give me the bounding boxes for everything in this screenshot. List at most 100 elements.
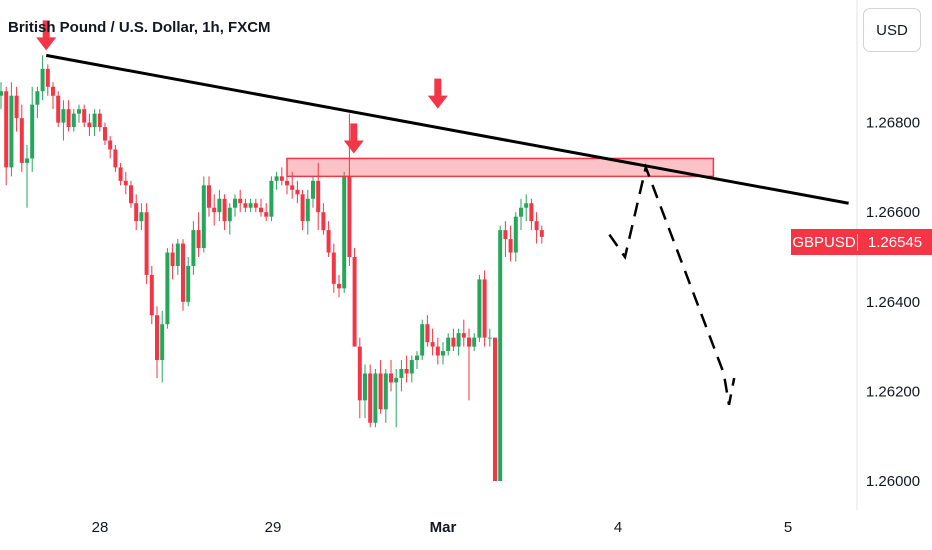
last-price-value: 1.26545 bbox=[867, 233, 923, 251]
candle-body bbox=[482, 279, 487, 338]
candle bbox=[441, 342, 445, 365]
candle-body bbox=[212, 207, 217, 213]
last-price-label: GBPUSD 1.26545 bbox=[791, 229, 932, 255]
candle-body bbox=[394, 377, 399, 383]
candle bbox=[456, 328, 461, 356]
candle-body bbox=[331, 252, 336, 284]
candle-body bbox=[259, 207, 263, 213]
candle bbox=[534, 212, 539, 244]
last-price-symbol: GBPUSD bbox=[791, 233, 858, 251]
candle-body bbox=[201, 185, 206, 249]
candle bbox=[295, 180, 300, 204]
candle bbox=[4, 86, 9, 186]
candle bbox=[357, 337, 362, 419]
candle-body bbox=[487, 337, 492, 339]
candle bbox=[472, 333, 477, 352]
candle bbox=[477, 274, 482, 343]
candle-body bbox=[77, 109, 81, 114]
candle-body bbox=[357, 346, 362, 401]
price-tick-label: 1.26800 bbox=[866, 115, 920, 132]
candle-body bbox=[305, 198, 310, 222]
candle bbox=[316, 162, 321, 231]
candle bbox=[363, 364, 367, 419]
candle-body bbox=[181, 243, 185, 302]
candle bbox=[87, 113, 92, 137]
candle-body bbox=[103, 127, 107, 141]
candle bbox=[519, 198, 523, 231]
resistance-zone[interactable] bbox=[286, 157, 715, 178]
candle-body bbox=[534, 221, 539, 231]
candle-body bbox=[373, 373, 378, 423]
candle bbox=[264, 203, 269, 222]
candle-body bbox=[123, 180, 128, 186]
candle-body bbox=[352, 257, 357, 347]
candle bbox=[513, 212, 518, 262]
candle-body bbox=[451, 337, 456, 347]
candle bbox=[30, 86, 35, 172]
candle-body bbox=[503, 230, 508, 240]
candle-body bbox=[378, 373, 383, 410]
candle bbox=[394, 369, 399, 428]
time-tick-label: 4 bbox=[614, 519, 622, 536]
candle-body bbox=[248, 203, 253, 208]
candle-body bbox=[149, 274, 154, 316]
trendline[interactable] bbox=[45, 53, 849, 205]
candle-body bbox=[170, 252, 175, 266]
candle bbox=[409, 355, 414, 383]
candle-body bbox=[368, 373, 373, 423]
candle bbox=[373, 369, 378, 428]
candle bbox=[40, 55, 45, 101]
candle-body bbox=[539, 230, 544, 237]
candle-body bbox=[56, 95, 61, 123]
candle bbox=[25, 145, 29, 208]
candle bbox=[383, 369, 388, 423]
candle-body bbox=[45, 68, 50, 87]
price-tick-label: 1.26000 bbox=[866, 473, 920, 490]
candle-body bbox=[9, 95, 14, 168]
candle-body bbox=[446, 337, 451, 352]
arrow-shaft bbox=[350, 123, 358, 142]
candle-body bbox=[279, 176, 284, 181]
chart-title: British Pound / U.S. Dollar, 1h, FXCM bbox=[8, 19, 271, 36]
candle bbox=[461, 319, 466, 347]
candle-body bbox=[113, 149, 118, 168]
candle bbox=[71, 109, 76, 132]
candle bbox=[170, 243, 175, 280]
candle-body bbox=[196, 230, 201, 249]
candle bbox=[311, 176, 315, 208]
candle bbox=[56, 91, 61, 128]
candle-body bbox=[461, 333, 466, 338]
candle-body bbox=[40, 68, 45, 92]
price-axis[interactable]: 1.26800 1.26600 1.26400 1.26200 1.26000 bbox=[866, 115, 920, 490]
candle bbox=[82, 104, 87, 128]
candle bbox=[404, 355, 409, 383]
candle-body bbox=[186, 265, 191, 302]
candle bbox=[498, 225, 503, 481]
candle bbox=[389, 360, 393, 392]
candle bbox=[493, 337, 497, 481]
candle-body bbox=[347, 176, 352, 257]
candle-body bbox=[404, 369, 409, 374]
candle bbox=[0, 82, 3, 110]
currency-button[interactable]: USD bbox=[863, 8, 921, 52]
candle-body bbox=[430, 342, 435, 347]
candle-body bbox=[326, 230, 331, 253]
candle-body bbox=[0, 91, 3, 96]
candle bbox=[425, 315, 430, 347]
candle bbox=[337, 274, 341, 298]
arrow-head bbox=[36, 37, 57, 51]
plot-area bbox=[0, 20, 849, 481]
time-axis[interactable]: 28 29 Mar 4 5 bbox=[92, 519, 793, 536]
candle bbox=[420, 319, 425, 361]
candle-body bbox=[316, 180, 321, 213]
projection-path[interactable] bbox=[608, 163, 736, 406]
candle bbox=[61, 100, 66, 141]
candle bbox=[217, 189, 222, 222]
candle bbox=[233, 194, 237, 217]
candle-body bbox=[19, 118, 24, 163]
candle bbox=[430, 328, 435, 356]
candle-body bbox=[253, 203, 258, 208]
candle-body bbox=[144, 212, 149, 275]
candle-body bbox=[30, 104, 35, 159]
